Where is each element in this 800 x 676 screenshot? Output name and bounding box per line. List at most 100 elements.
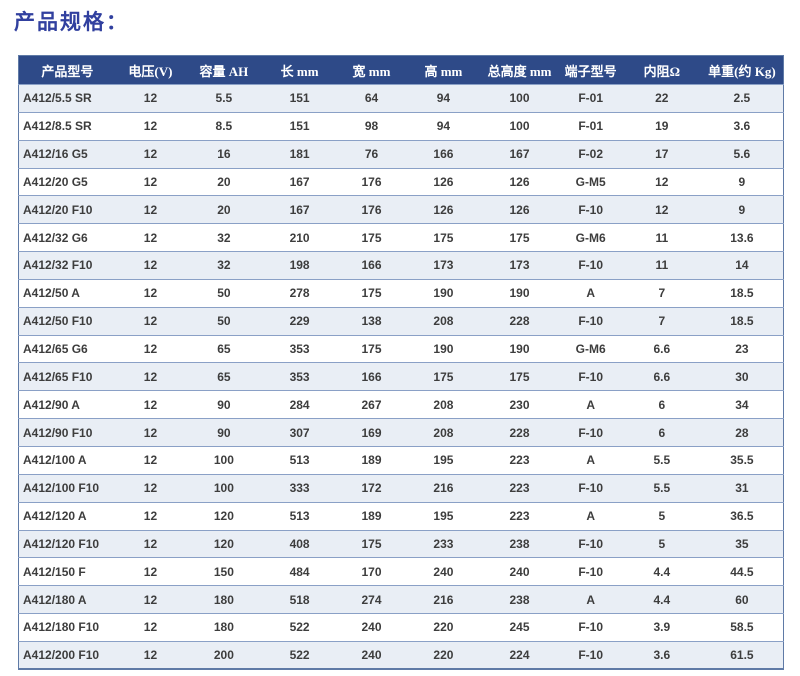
model-cell: A412/32 F10: [18, 251, 116, 280]
table-cell: 14: [700, 251, 784, 280]
table-row: A412/65 F10 12 65 353 166 175 175 F-10 6.6 30: [18, 362, 784, 391]
table-cell: 65: [185, 362, 263, 391]
table-cell: 12: [115, 390, 186, 419]
table-cell: 3.9: [622, 613, 701, 642]
table-row: A412/50 F10 12 50 229 138 208 228 F-10 7 18.5: [18, 306, 784, 336]
table-cell: 58.5: [700, 613, 784, 642]
table-cell: F-01: [558, 84, 623, 113]
table-cell: 180: [185, 585, 263, 614]
table-cell: F-10: [558, 418, 623, 447]
model-cell: A412/20 F10: [18, 195, 116, 224]
table-cell: 228: [480, 306, 559, 336]
table-cell: 151: [262, 111, 337, 141]
table-cell: 22: [622, 84, 701, 113]
table-cell: 94: [406, 111, 481, 141]
table-cell: 170: [336, 557, 407, 586]
table-cell: 189: [336, 501, 407, 530]
table-row: A412/20 F10 12 20 167 176 126 126 F-10 12 9: [18, 195, 784, 224]
table-cell: 240: [406, 557, 481, 586]
column-header: 长 mm: [262, 55, 337, 85]
table-cell: 240: [480, 557, 559, 586]
table-cell: 274: [336, 585, 407, 614]
table-row: A412/180 F10 12 180 522 240 220 245 F-10 3.9 58.5: [18, 613, 784, 642]
table-cell: 229: [262, 306, 337, 336]
table-cell: 60: [700, 585, 784, 614]
table-cell: 175: [406, 223, 481, 252]
model-cell: A412/65 G6: [18, 334, 116, 363]
table-cell: 513: [262, 501, 337, 530]
table-cell: 12: [115, 613, 186, 642]
table-cell: 126: [406, 167, 481, 196]
page-title: 产品规格：: [14, 10, 129, 34]
table-cell: 176: [336, 195, 407, 224]
table-cell: 150: [185, 557, 263, 586]
header-row: 产品型号 电压(V) 容量 AH 长 mm 宽 mm 高 mm 总高度 mm 端子型号 内阻Ω 单…: [18, 55, 784, 85]
table-cell: 12: [115, 334, 186, 363]
table-cell: 167: [262, 195, 337, 224]
table-cell: 12: [115, 585, 186, 614]
table-cell: 90: [185, 390, 263, 419]
table-cell: 190: [480, 334, 559, 363]
table-row: A412/120 F10 12 120 408 175 233 238 F-10 5 35: [18, 529, 784, 558]
table-cell: F-01: [558, 111, 623, 141]
table-cell: 32: [185, 223, 263, 252]
table-cell: 11: [622, 223, 701, 252]
table-cell: 175: [336, 529, 407, 558]
table-cell: 484: [262, 557, 337, 586]
table-cell: 6: [622, 390, 701, 419]
column-header: 总高度 mm: [480, 55, 559, 85]
table-row: A412/50 A 12 50 278 175 190 190 A 7 18.5: [18, 278, 784, 308]
table-cell: 19: [622, 111, 701, 141]
table-cell: 245: [480, 613, 559, 642]
model-cell: A412/65 F10: [18, 362, 116, 391]
table-cell: 6.6: [622, 334, 701, 363]
table-cell: 138: [336, 306, 407, 336]
table-cell: 220: [406, 640, 481, 670]
table-row: A412/32 G6 12 32 210 175 175 175 G-M6 11 13.6: [18, 223, 784, 252]
table-cell: 220: [406, 613, 481, 642]
table-cell: 35.5: [700, 445, 784, 475]
table-row: A412/150 F 12 150 484 170 240 240 F-10 4.4 44.5: [18, 557, 784, 586]
table-cell: 175: [406, 362, 481, 391]
table-cell: 12: [115, 445, 186, 475]
table-cell: 2.5: [700, 84, 784, 113]
table-cell: 5.5: [622, 445, 701, 475]
table-cell: 190: [406, 278, 481, 308]
table-cell: 126: [406, 195, 481, 224]
table-cell: 208: [406, 306, 481, 336]
table-cell: 100: [185, 445, 263, 475]
table-cell: 12: [115, 167, 186, 196]
table-cell: 173: [480, 251, 559, 280]
table-cell: 522: [262, 613, 337, 642]
table-row: A412/100 F10 12 100 333 172 216 223 F-10 5.5 31: [18, 473, 784, 503]
table-cell: 12: [115, 529, 186, 558]
table-cell: 28: [700, 418, 784, 447]
table-cell: 65: [185, 334, 263, 363]
table-row: A412/16 G5 12 16 181 76 166 167 F-02 17 5.6: [18, 139, 784, 169]
table-cell: 12: [115, 640, 186, 670]
table-cell: 175: [336, 278, 407, 308]
table-row: A412/180 A 12 180 518 274 216 238 A 4.4 60: [18, 585, 784, 614]
table-cell: A: [558, 445, 623, 475]
table-cell: 126: [480, 167, 559, 196]
table-row: A412/8.5 SR 12 8.5 151 98 94 100 F-01 19 3.6: [18, 111, 784, 141]
model-cell: A412/100 A: [18, 445, 116, 475]
table-cell: 94: [406, 84, 481, 113]
table-cell: 35: [700, 529, 784, 558]
column-header: 容量 AH: [185, 55, 263, 85]
table-cell: 9: [700, 195, 784, 224]
table-cell: 173: [406, 251, 481, 280]
table-cell: A: [558, 390, 623, 419]
table-cell: 120: [185, 529, 263, 558]
table-cell: 5.6: [700, 139, 784, 169]
table-cell: 13.6: [700, 223, 784, 252]
table-row: A412/90 A 12 90 284 267 208 230 A 6 34: [18, 390, 784, 419]
table-cell: 172: [336, 473, 407, 503]
table-cell: 20: [185, 167, 263, 196]
table-cell: 12: [115, 418, 186, 447]
model-cell: A412/150 F: [18, 557, 116, 586]
model-cell: A412/100 F10: [18, 473, 116, 503]
table-cell: 167: [480, 139, 559, 169]
table-cell: 12: [115, 501, 186, 530]
